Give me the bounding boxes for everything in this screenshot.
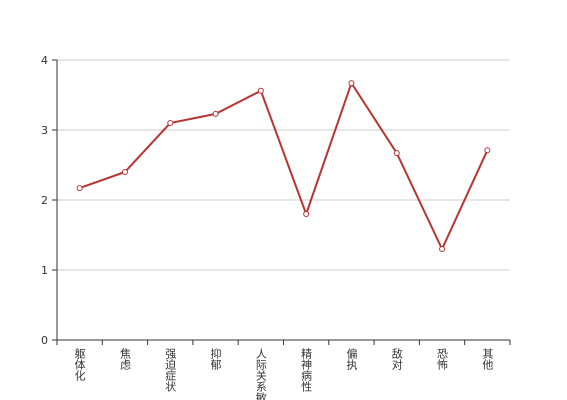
y-tick-label: 0 [41, 334, 48, 347]
x-tick-label: 偏执 [345, 347, 358, 371]
x-tick-label: 躯体化 [73, 348, 86, 382]
data-point [348, 80, 355, 87]
data-point [76, 185, 83, 192]
data-point [257, 87, 264, 94]
data-point [393, 150, 400, 157]
data-point [121, 169, 128, 175]
data-line [79, 80, 489, 252]
x-tick-label: 抑郁 [209, 347, 222, 370]
x-tick-label: 焦虑 [118, 348, 131, 370]
y-tick-label: 1 [41, 264, 48, 277]
data-point [303, 211, 310, 217]
x-tick-label: 强迫症状 [164, 348, 177, 392]
x-tick-label: 恐怖 [436, 348, 449, 370]
y-tick-label: 3 [41, 124, 48, 137]
data-point [167, 120, 174, 126]
data-point [439, 246, 446, 252]
y-tick-label: 4 [41, 54, 48, 67]
y-tick-label: 2 [41, 194, 48, 207]
x-tick-label: 敌对 [390, 347, 403, 370]
data-point [212, 110, 219, 117]
x-tick-label: 人际关系敏感 [254, 348, 267, 400]
x-tick-label: 其他 [481, 348, 494, 370]
data-point [484, 147, 491, 154]
x-tick-label: 精神病性 [300, 348, 313, 393]
